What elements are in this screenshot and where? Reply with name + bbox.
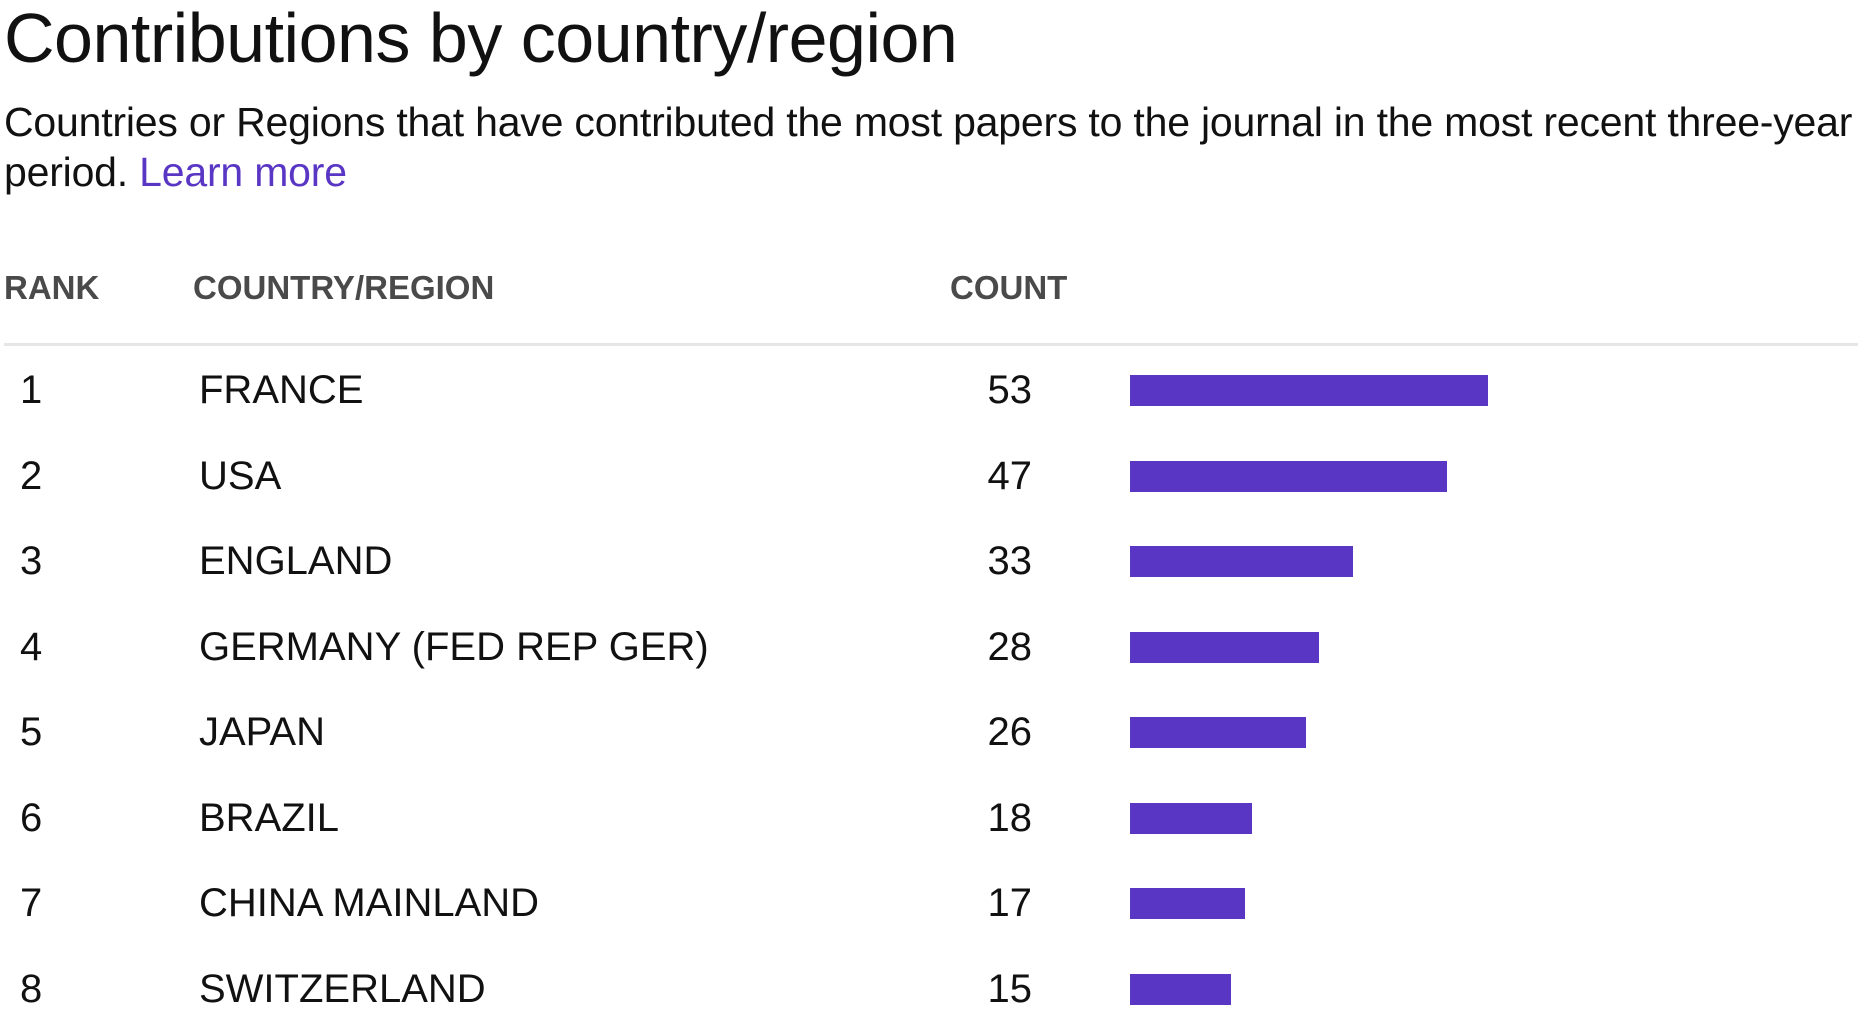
count-cell: 15 xyxy=(987,966,1033,1011)
description-text: Countries or Regions that have contribut… xyxy=(4,99,1853,195)
country-cell: FRANCE xyxy=(199,368,364,412)
count-bar xyxy=(1130,460,1448,492)
page-description: Countries or Regions that have contribut… xyxy=(4,97,1858,197)
table-row: 7 CHINA MAINLAND 17 xyxy=(0,873,1858,933)
count-cell: 18 xyxy=(987,795,1033,840)
count-bar xyxy=(1130,631,1320,663)
table-row: 8 SWITZERLAND 15 xyxy=(0,959,1858,1014)
column-header-count: COUNT xyxy=(950,269,1068,306)
rank-cell: 1 xyxy=(20,368,43,412)
rank-cell: 4 xyxy=(20,624,43,669)
learn-more-link[interactable]: Learn more xyxy=(139,149,347,195)
table-row: 1 FRANCE 53 xyxy=(0,360,1858,420)
country-cell: USA xyxy=(199,453,282,498)
count-bar xyxy=(1130,717,1306,748)
count-cell: 53 xyxy=(987,368,1033,412)
rank-cell: 6 xyxy=(20,795,43,840)
country-cell: SWITZERLAND xyxy=(199,966,486,1011)
count-bar xyxy=(1130,375,1488,406)
table-row: 6 BRAZIL 18 xyxy=(0,788,1858,848)
rank-cell: 2 xyxy=(20,453,43,498)
count-bar xyxy=(1130,802,1252,834)
count-bar xyxy=(1130,546,1353,577)
count-cell: 26 xyxy=(987,710,1033,754)
count-bar xyxy=(1130,973,1232,1005)
column-header-country: COUNTRY/REGION xyxy=(193,269,495,306)
rank-cell: 3 xyxy=(20,539,43,583)
country-cell: GERMANY (FED REP GER) xyxy=(199,624,709,669)
count-cell: 47 xyxy=(987,453,1033,498)
rank-cell: 7 xyxy=(20,881,43,925)
table-row: 5 JAPAN 26 xyxy=(0,702,1858,762)
count-cell: 17 xyxy=(987,881,1033,925)
count-cell: 33 xyxy=(987,539,1033,583)
rank-cell: 8 xyxy=(20,966,43,1011)
count-bar xyxy=(1130,888,1245,919)
table-row: 4 GERMANY (FED REP GER) 28 xyxy=(0,617,1858,677)
rank-cell: 5 xyxy=(20,710,43,754)
count-cell: 28 xyxy=(987,624,1033,669)
column-header-rank: RANK xyxy=(4,269,100,306)
country-cell: CHINA MAINLAND xyxy=(199,881,540,925)
table-row: 2 USA 47 xyxy=(0,446,1858,506)
page-title: Contributions by country/region xyxy=(4,0,958,77)
country-cell: ENGLAND xyxy=(199,539,393,583)
header-divider xyxy=(4,343,1858,346)
table-row: 3 ENGLAND 33 xyxy=(0,531,1858,591)
country-cell: JAPAN xyxy=(199,710,325,754)
country-cell: BRAZIL xyxy=(199,795,340,840)
